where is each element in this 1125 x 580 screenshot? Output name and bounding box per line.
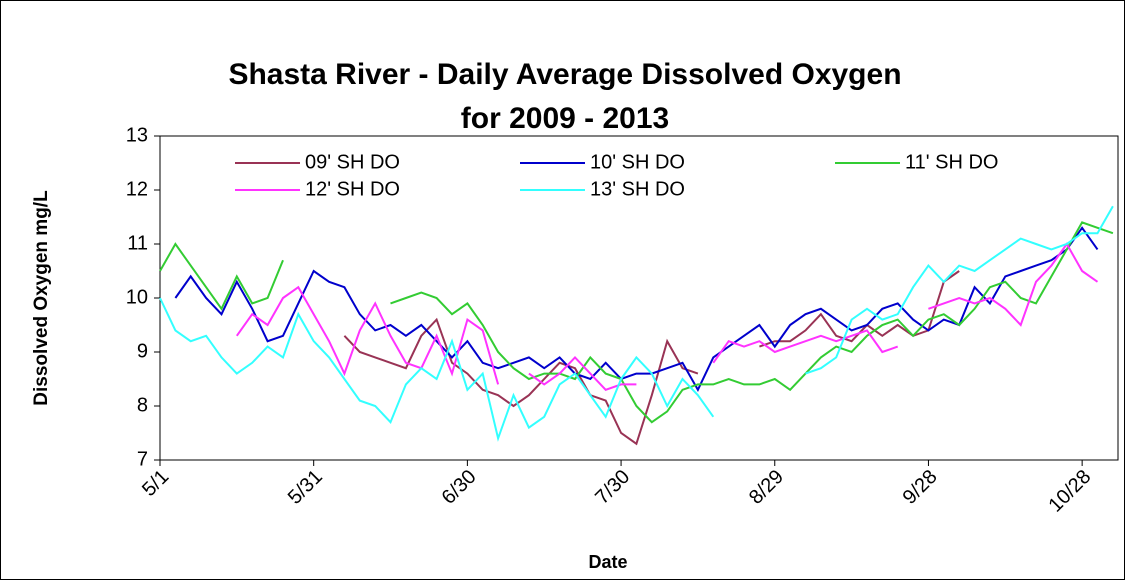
legend-label: 11' SH DO [905, 151, 998, 173]
legend-label: 09' SH DO [305, 151, 400, 173]
y-tick-label: 8 [137, 394, 148, 416]
y-tick-label: 13 [126, 124, 148, 146]
data-line [174, 226, 1099, 392]
y-tick-label: 9 [137, 340, 148, 362]
y-tick-label: 10 [126, 286, 148, 308]
data-line [159, 205, 1114, 442]
y-tick-label: 11 [127, 232, 148, 254]
chart-title: for 2009 - 2013 [461, 102, 669, 135]
chart-title: Shasta River - Daily Average Dissolved O… [228, 58, 901, 91]
y-tick-label: 7 [137, 448, 148, 470]
y-tick-label: 12 [126, 178, 148, 200]
legend-label: 12' SH DO [305, 178, 400, 200]
data-line [159, 221, 1114, 424]
legend-label: 13' SH DO [590, 178, 685, 200]
legend-label: 10' SH DO [590, 151, 685, 173]
data-line [235, 242, 1099, 391]
y-axis-label: Dissolved Oxygen mg/L [31, 190, 52, 406]
x-axis-label: Date [588, 552, 627, 572]
